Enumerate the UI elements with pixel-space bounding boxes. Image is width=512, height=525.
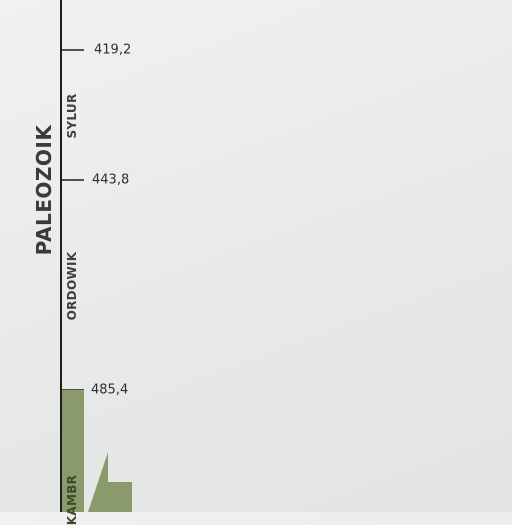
boundary-label-443: 443,8: [92, 172, 130, 188]
timeline-diagram: [60, 0, 132, 512]
boundary-label-485: 485,4: [91, 382, 129, 398]
boundary-label-419: 419,2: [94, 42, 132, 58]
period-label-kambr: KAMBR: [65, 474, 79, 525]
kambr-diversity-band: [62, 390, 84, 512]
kambr-diversity-spike: [88, 452, 132, 512]
period-label-ordowik: ORDOWIK: [65, 251, 79, 321]
period-label-sylur: SYLUR: [65, 93, 79, 139]
era-label-paleozoik: PALEOZOIK: [32, 124, 56, 256]
